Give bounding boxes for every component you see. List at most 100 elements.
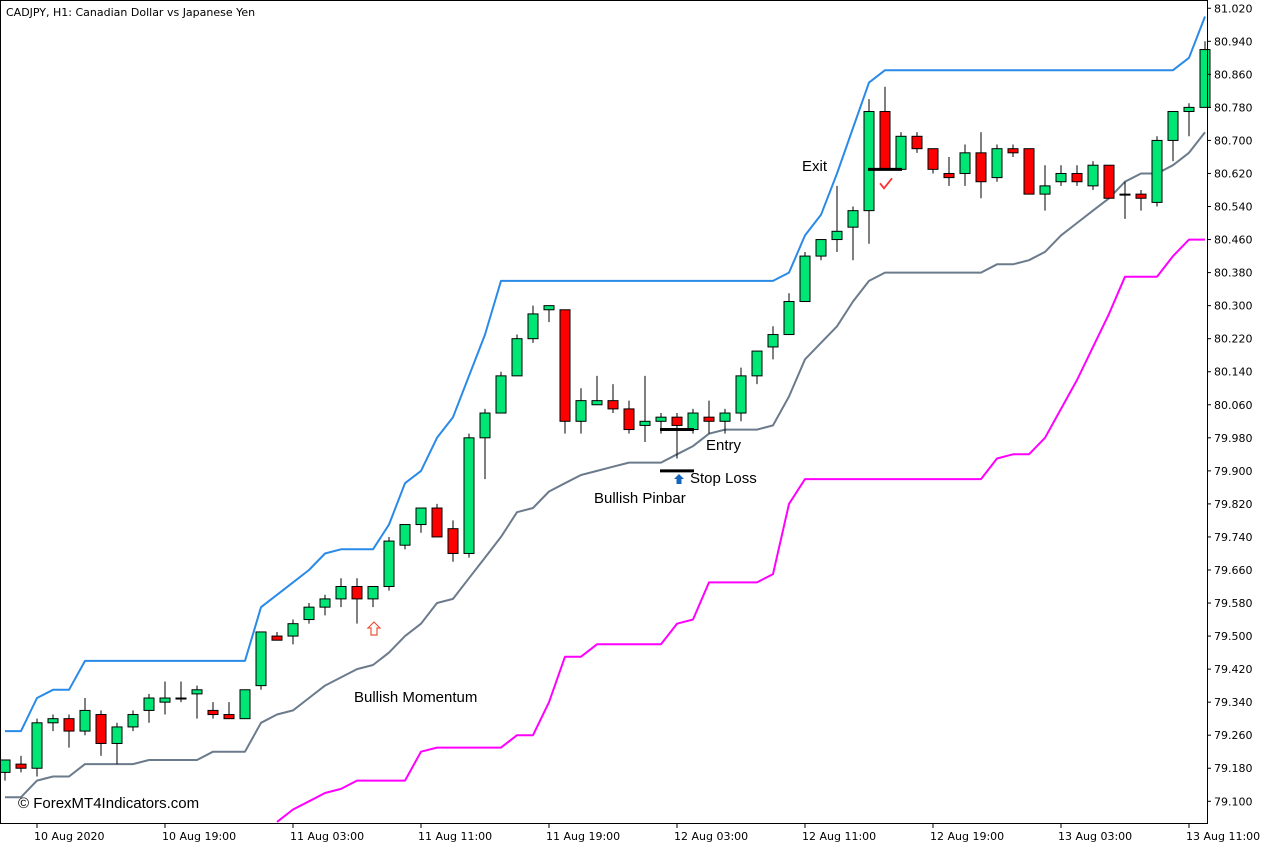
candle-body (143, 697, 155, 711)
bull-candle (463, 433, 475, 558)
bull-candle (799, 251, 811, 303)
candle-body (1119, 193, 1131, 196)
candle-body (351, 586, 363, 600)
candle-body (0, 759, 11, 773)
candle-body (879, 111, 891, 170)
candle-body (511, 338, 523, 377)
time-tick-label: 13 Aug 03:00 (1058, 830, 1132, 843)
price-tick-label: 80.060 (1214, 399, 1253, 412)
bull-candle (751, 350, 763, 385)
bull-candle (335, 578, 347, 608)
price-tick-label: 80.940 (1214, 35, 1253, 48)
price-tick-label: 80.140 (1214, 366, 1253, 379)
price-tick-label: 80.540 (1214, 201, 1253, 214)
candle-body (495, 375, 507, 414)
price-tick-label: 79.980 (1214, 432, 1253, 445)
watermark: © ForexMT4Indicators.com (18, 795, 199, 812)
candle-body (863, 111, 875, 212)
candle-body (239, 689, 251, 720)
candle-body (15, 763, 27, 769)
price-axis: 81.020 80.940 80.860 80.780 80.700 80.620 80.5… (1207, 2, 1253, 808)
bull-candle (159, 681, 171, 715)
bull-candle (863, 99, 875, 244)
candle-body (655, 416, 667, 422)
bull-candle (127, 710, 139, 732)
bull-candle (1183, 103, 1195, 137)
price-tick-label: 80.860 (1214, 68, 1253, 81)
candle-body (1167, 111, 1179, 141)
candle-body (431, 507, 443, 538)
candle-body (831, 230, 843, 241)
candle-body (383, 540, 395, 588)
bull-candle (479, 408, 491, 480)
candle-body (751, 350, 763, 377)
candle-body (1135, 193, 1147, 199)
price-tick-label: 80.700 (1214, 134, 1253, 147)
stop-loss-label: Stop Loss (690, 470, 757, 487)
bull-candle (1151, 136, 1163, 207)
bear-candle (15, 755, 27, 773)
time-tick-label: 11 Aug 19:00 (546, 830, 620, 843)
candle-body (223, 714, 235, 720)
price-tick-label: 80.380 (1214, 267, 1253, 280)
candle-body (735, 375, 747, 414)
bear-candle (703, 400, 715, 434)
annotations: Bullish Momentum Bullish Pinbar Entry Stop … (354, 158, 902, 706)
candle-body (127, 714, 139, 728)
chart-title: CADJPY, H1: Canadian Dollar vs Japanese … (6, 6, 255, 19)
candle-body (335, 586, 347, 600)
candle-body (639, 420, 651, 426)
candle-body (847, 210, 859, 228)
candle-body (1199, 49, 1211, 108)
candle-body (527, 313, 539, 340)
bull-candle (495, 371, 507, 414)
candle-body (31, 722, 43, 769)
time-tick-label: 10 Aug 19:00 (162, 830, 236, 843)
candle-body (1023, 148, 1035, 195)
candle-body (1087, 164, 1099, 187)
price-tick-label: 80.300 (1214, 300, 1253, 313)
time-tick-label: 13 Aug 11:00 (1186, 830, 1260, 843)
candle-body (1071, 172, 1083, 183)
bull-candle (367, 586, 379, 608)
candle-body (63, 718, 75, 732)
check-icon (879, 177, 893, 190)
price-tick-label: 79.660 (1214, 564, 1253, 577)
bear-candle (911, 132, 923, 153)
bear-candle (1023, 148, 1035, 195)
price-tick-label: 79.580 (1214, 597, 1253, 610)
bullish-pinbar-label: Bullish Pinbar (594, 490, 686, 507)
price-tick-label: 79.420 (1214, 663, 1253, 676)
bear-candle (927, 148, 939, 174)
candle-body (367, 586, 379, 600)
candle-body (271, 635, 283, 641)
bear-candle (207, 702, 219, 719)
bullish-momentum-label: Bullish Momentum (354, 689, 477, 706)
bear-candle (271, 631, 283, 641)
price-tick-label: 80.220 (1214, 333, 1253, 346)
bull-candle (959, 144, 971, 186)
candle-body (1103, 164, 1115, 199)
candle-body (607, 400, 619, 410)
time-tick-label: 11 Aug 11:00 (418, 830, 492, 843)
time-tick-label: 11 Aug 03:00 (290, 830, 364, 843)
bull-candle (543, 305, 555, 323)
bull-candle (719, 408, 731, 434)
candle-body (191, 689, 203, 695)
bull-candle (191, 685, 203, 719)
bull-candle (847, 206, 859, 261)
entry-label: Entry (706, 437, 742, 454)
candle-body (911, 135, 923, 150)
candle-body (207, 709, 219, 716)
bull-candle (591, 375, 603, 406)
price-tick-label: 80.780 (1214, 101, 1253, 114)
candle-body (255, 631, 267, 687)
time-tick-label: 12 Aug 03:00 (674, 830, 748, 843)
bear-candle (95, 710, 107, 756)
lower-line (276, 238, 1205, 823)
candle-body (687, 412, 699, 431)
candle-body (47, 718, 59, 724)
bull-candle (895, 132, 907, 170)
